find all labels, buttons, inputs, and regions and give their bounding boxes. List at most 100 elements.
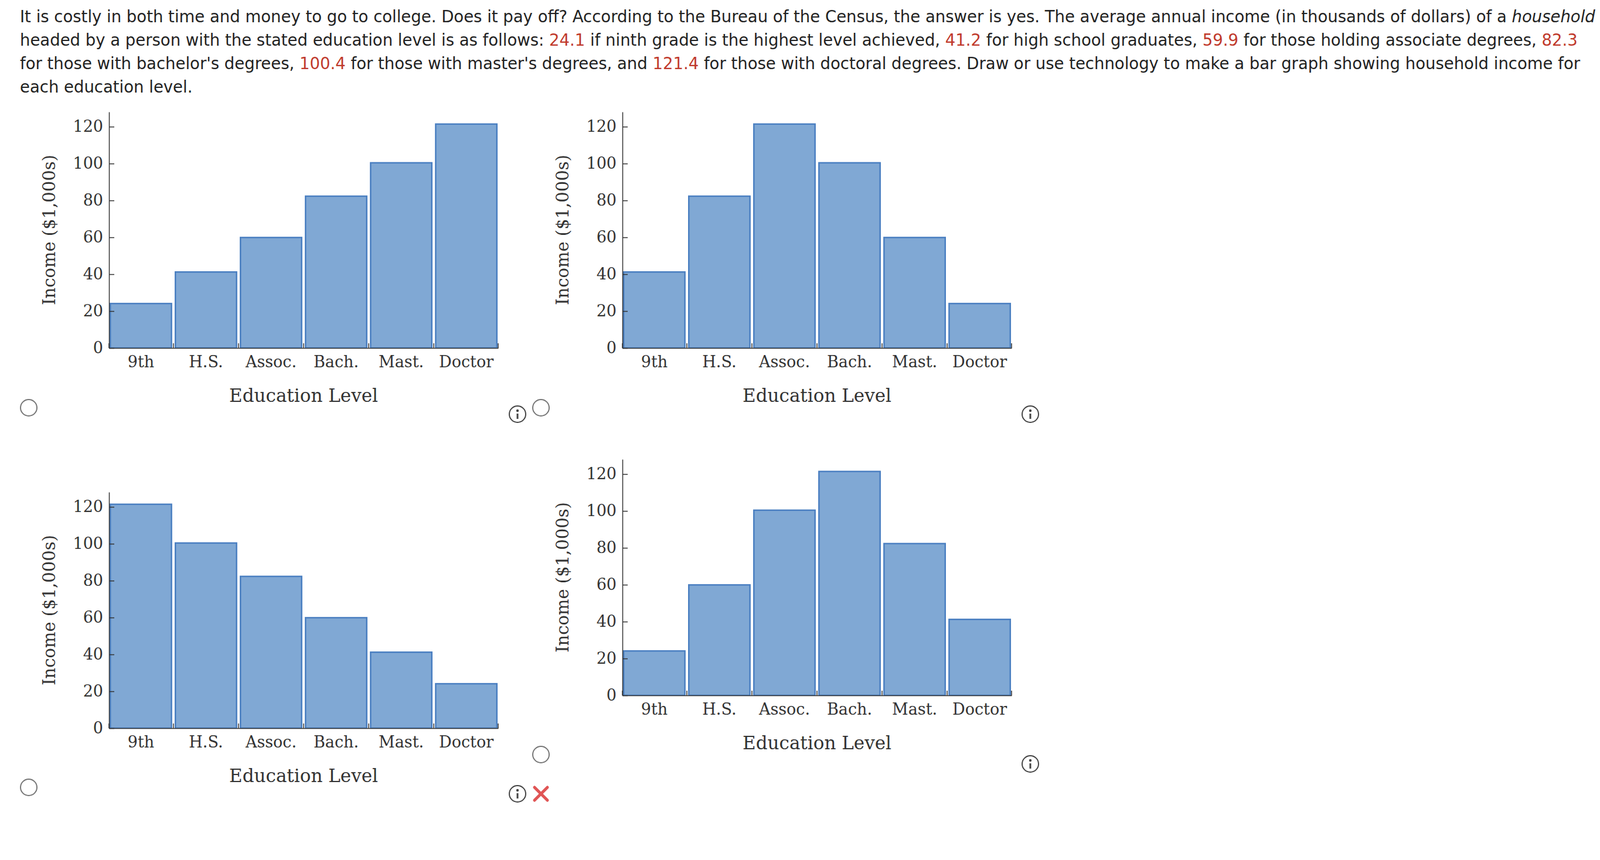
tick-mark (109, 654, 115, 656)
question-text: household (1512, 7, 1596, 26)
separator (686, 690, 688, 696)
separator (1010, 343, 1013, 349)
bar (688, 196, 750, 349)
tick: 80 (596, 538, 628, 557)
tick-label: 100 (586, 154, 617, 173)
tick: Bach. (313, 352, 359, 371)
bar (370, 162, 432, 349)
tick-mark (109, 311, 115, 313)
tick-mark (622, 621, 628, 624)
tick-label: 120 (72, 117, 104, 136)
tick-label: 9th (127, 733, 155, 752)
tick-label: H.S. (188, 352, 223, 371)
tick: 9th (641, 352, 668, 371)
question-text: 41.2 (945, 30, 982, 50)
separator (368, 343, 370, 349)
y-axis-title: Income ($1,000s) (39, 154, 60, 306)
question-text: if ninth grade is the highest level achi… (584, 30, 946, 50)
bar (883, 543, 945, 696)
bar (240, 237, 302, 349)
tick: 60 (596, 575, 628, 594)
info-icon[interactable] (1022, 406, 1039, 423)
tick: 20 (596, 649, 628, 668)
tick: 60 (596, 227, 628, 247)
tick-label: Bach. (313, 352, 359, 371)
tick-label: 40 (596, 264, 617, 284)
separator (433, 723, 435, 729)
tick-label: 100 (72, 154, 104, 173)
tick-label: Bach. (313, 733, 359, 752)
tick-mark (622, 163, 628, 165)
tick: 20 (596, 301, 628, 320)
bars (110, 124, 497, 349)
tick: 120 (586, 117, 628, 136)
info-icon[interactable] (509, 406, 526, 423)
tick: 120 (586, 464, 628, 483)
tick-label: 20 (83, 682, 104, 701)
chart: 0204060801001209thH.S.Assoc.Bach.Mast.Do… (39, 492, 499, 788)
tick-label: Doctor (438, 733, 494, 752)
tick-mark (109, 274, 115, 276)
tick: 80 (83, 191, 115, 210)
radio-button[interactable] (20, 399, 37, 417)
question-text: for those with master's degrees, and (345, 53, 653, 73)
tick-label: Doctor (952, 700, 1007, 719)
bar (370, 652, 432, 729)
bar (110, 504, 172, 729)
tick: Doctor (952, 352, 1007, 371)
chart: 0204060801001209thH.S.Assoc.Bach.Mast.Do… (39, 112, 499, 407)
incorrect-mark (534, 787, 548, 801)
tick: Bach. (826, 700, 873, 719)
axis-line (622, 112, 624, 349)
tick-mark (109, 506, 115, 509)
tick-label: 120 (586, 464, 617, 483)
tick-label: 20 (596, 649, 617, 668)
y-axis: 0 20 40 60 80 100 120 (586, 460, 628, 706)
tick-label: 80 (596, 191, 617, 210)
radio-button[interactable] (532, 399, 550, 417)
info-icon[interactable] (509, 785, 526, 803)
info-icon[interactable] (1022, 756, 1039, 773)
bar (753, 124, 815, 349)
tick: 40 (596, 612, 628, 631)
tick: Doctor (438, 352, 494, 371)
tick-label: 9th (127, 352, 155, 371)
separator (686, 343, 688, 349)
radio-button[interactable] (532, 746, 550, 764)
tick-mark (109, 543, 115, 546)
tick: Assoc. (244, 352, 297, 371)
tick-mark (622, 311, 628, 313)
tick: 20 (83, 682, 115, 701)
question-text: for those holding associate degrees, (1238, 30, 1542, 50)
separator (816, 343, 818, 349)
bar (435, 683, 497, 729)
tick-mark (109, 580, 115, 582)
axis-line (109, 112, 111, 349)
tick: 120 (72, 117, 115, 136)
tick-mark (109, 617, 115, 619)
tick: H.S. (188, 733, 223, 752)
tick: 100 (72, 154, 115, 173)
tick-label: 40 (83, 264, 104, 284)
tick: 100 (586, 501, 628, 520)
bar (110, 303, 172, 349)
tick-mark (622, 474, 628, 476)
bar (435, 124, 497, 349)
tick-label: Assoc. (758, 352, 810, 371)
radio-button[interactable] (20, 779, 37, 796)
bar (948, 619, 1010, 696)
question-text: 100.4 (299, 53, 346, 73)
tick: Assoc. (758, 352, 810, 371)
tick-label: 0 (606, 686, 617, 705)
tick-label: 100 (586, 501, 617, 520)
tick: 0 (606, 686, 628, 705)
tick-label: 0 (606, 338, 617, 357)
separator (237, 343, 240, 349)
separator (751, 690, 753, 696)
separator (303, 723, 305, 729)
tick: Assoc. (244, 733, 297, 752)
chart: 0 20 40 60 80 100 120 9thH.S.Assoc.Bach.Mast.Do… (552, 460, 1013, 755)
tick-label: 20 (83, 301, 104, 320)
tick: H.S. (188, 352, 223, 371)
x-axis: 9thH.S.Assoc.Bach.Mast.Doctor (623, 696, 1013, 720)
